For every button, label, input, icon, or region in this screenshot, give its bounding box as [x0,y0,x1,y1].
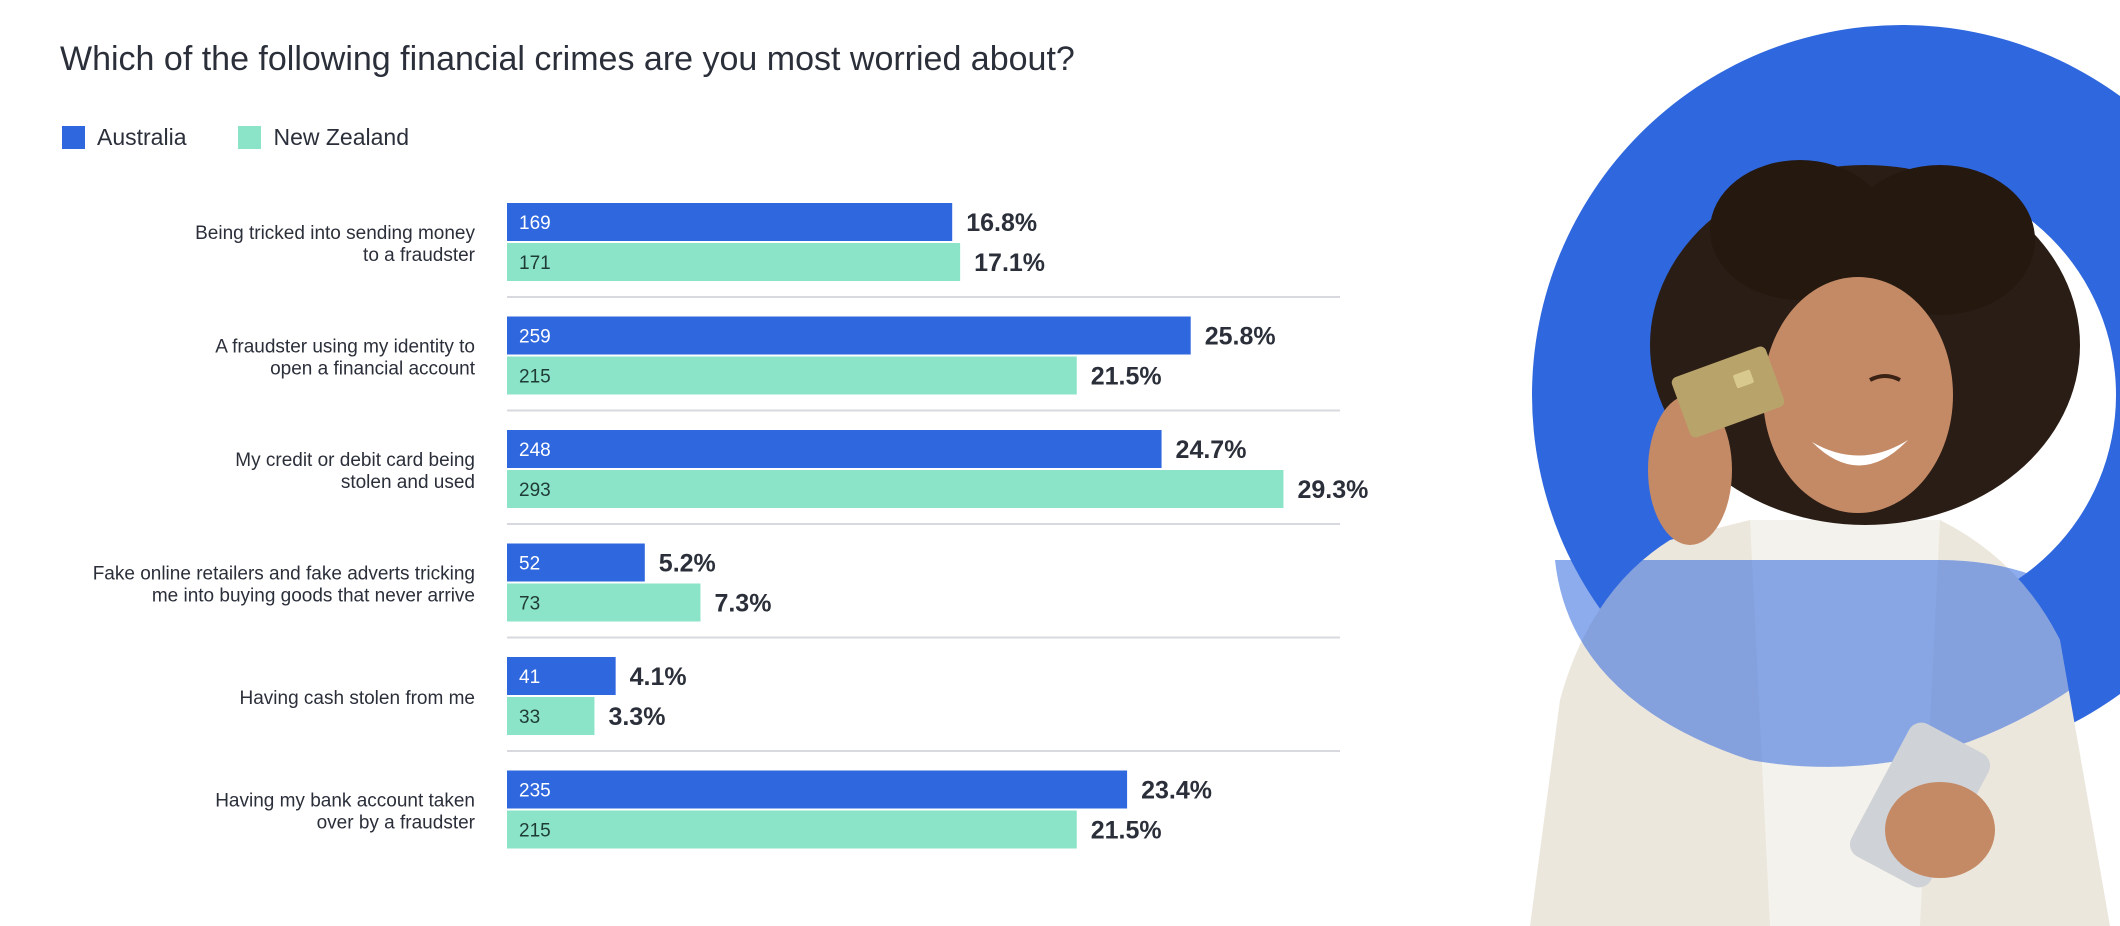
legend-swatch-new-zealand [238,126,262,149]
category-label: Fake online retailers and fake adverts t… [93,564,475,585]
bar-percent-label: 21.5% [1091,363,1162,391]
card-chip [1733,369,1754,389]
bar-australia [507,430,1162,468]
bar-count-label: 171 [519,253,551,274]
bar-count-label: 52 [519,554,540,575]
bar-percent-label: 29.3% [1297,476,1368,504]
bar-percent-label: 4.1% [630,663,687,691]
bar-australia [507,657,616,695]
bar-australia [507,770,1128,809]
hair-top [1710,160,1890,300]
bar-count-label: 235 [519,781,551,802]
category-label: to a fraudster [363,245,476,266]
category-label: A fraudster using my identity to [215,337,475,358]
bar-count-label: 259 [519,327,551,348]
bar-count-label: 215 [519,821,551,842]
decorative-photo [1530,25,2120,926]
bar-percent-label: 24.7% [1176,436,1247,464]
category-label: stolen and used [341,472,475,493]
category-label: Having my bank account taken [215,791,475,812]
category-label: My credit or debit card being [235,450,475,471]
bar-new-zealand [507,810,1077,849]
bar-percent-label: 16.8% [966,209,1037,237]
legend-item-australia: Australia [62,124,186,151]
bar-new-zealand [507,356,1077,395]
bar-count-label: 248 [519,440,551,461]
legend-item-new-zealand: New Zealand [238,124,409,151]
bar-percent-label: 23.4% [1141,777,1212,805]
bar-count-label: 33 [519,707,540,728]
legend-label-australia: Australia [97,124,187,150]
category-label: me into buying goods that never arrive [152,586,475,607]
bar-percent-label: 3.3% [608,703,665,731]
bar-count-label: 169 [519,213,551,234]
bar-new-zealand [507,583,701,622]
smile [1812,440,1908,466]
bar-percent-label: 25.8% [1205,323,1276,351]
credit-card [1671,346,1785,438]
bar-australia [507,543,645,582]
bar-new-zealand [507,470,1284,508]
legend-swatch-australia [62,126,85,149]
bar-percent-label: 21.5% [1091,817,1162,845]
legend-label-new-zealand: New Zealand [273,124,410,150]
category-label: Being tricked into sending money [195,223,475,244]
legend: Australia New Zealand [62,124,461,151]
category-label: Having cash stolen from me [240,688,476,709]
bar-percent-label: 7.3% [714,590,771,618]
hair-top-right [1845,165,2035,315]
bar-count-label: 293 [519,480,551,501]
hand-left [1648,395,1732,545]
bar-percent-label: 17.1% [974,249,1045,277]
blue-overlay [1555,560,2110,767]
hand-right [1885,782,1995,878]
chart-title: Which of the following financial crimes … [60,40,1075,78]
bar-count-label: 73 [519,594,540,615]
bar-new-zealand [507,243,961,281]
bar-australia [507,316,1191,355]
category-label: open a financial account [270,359,476,380]
bar-new-zealand [507,697,595,735]
face [1763,277,1953,513]
bar-australia [507,203,953,241]
bar-percent-label: 5.2% [659,550,716,578]
category-label: over by a fraudster [317,813,476,834]
bar-count-label: 215 [519,367,551,388]
eye-closed [1869,374,1901,382]
bar-count-label: 41 [519,667,540,688]
